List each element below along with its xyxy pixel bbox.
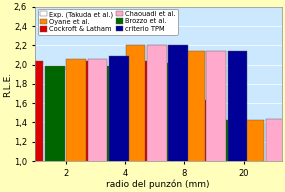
Bar [2, 74, 22, 192]
Bar [185, 51, 205, 192]
Bar [180, 109, 200, 192]
Bar [266, 119, 285, 192]
Bar [223, 120, 243, 192]
Bar [164, 63, 183, 192]
Bar [88, 59, 107, 192]
Bar [147, 45, 167, 192]
Bar [142, 61, 162, 192]
Bar [104, 66, 124, 192]
Bar [206, 51, 226, 192]
Bar [24, 61, 43, 192]
Bar [109, 56, 129, 192]
Y-axis label: R.L.E.: R.L.E. [3, 71, 13, 97]
Bar [83, 61, 103, 192]
Bar [62, 69, 81, 192]
Bar [66, 59, 86, 192]
Bar [245, 120, 264, 192]
X-axis label: radio del punzón (mm): radio del punzón (mm) [106, 179, 210, 189]
Bar [126, 45, 145, 192]
Bar [121, 74, 141, 192]
Bar [228, 51, 247, 192]
Bar [168, 45, 188, 192]
Legend: Exp. (Takuda et al.), Oyane et al., Cockroft & Latham, Chaouadi et al., Brozzo e: Exp. (Takuda et al.), Oyane et al., Cock… [38, 9, 178, 35]
Bar [45, 66, 65, 192]
Bar [202, 100, 221, 192]
